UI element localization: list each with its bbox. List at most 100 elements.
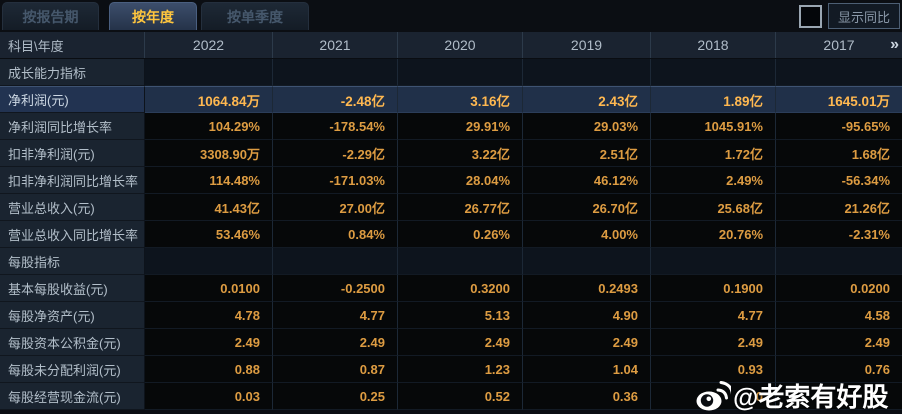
cell-value: 2.49 (651, 329, 776, 356)
cell-value: 114.48% (145, 167, 273, 194)
cell-value: 1.23 (398, 356, 523, 383)
year-header-2021: 2021 (273, 32, 398, 58)
cell-value: 0.25 (273, 383, 398, 410)
table-body: 成长能力指标 净利润(元) 1064.84万 -2.48亿 3.16亿 2.43亿 1.89… (0, 59, 902, 410)
cell-value: 0.52 (398, 383, 523, 410)
cell-value: -171.03% (273, 167, 398, 194)
financial-table: 科目\年度 2022 2021 2020 2019 2018 2017 » 成长… (0, 32, 902, 410)
cell-value: 2.49 (145, 329, 273, 356)
cell-value (651, 248, 776, 275)
show-yoy-label[interactable]: 显示同比 (828, 3, 900, 29)
cell-value: 0.0100 (145, 275, 273, 302)
row-label: 每股经营现金流(元) (0, 383, 145, 410)
cell-value: 0.03 (145, 383, 273, 410)
table-row: 每股未分配利润(元) 0.88 0.87 1.23 1.04 0.93 0.76 (0, 356, 902, 383)
cell-value: 1045.91% (651, 113, 776, 140)
cell-value: 104.29% (145, 113, 273, 140)
cell-value: 20.76% (651, 221, 776, 248)
section-row: 每股指标 (0, 248, 902, 275)
cell-value: -56.34% (776, 167, 902, 194)
cell-value: 4.58 (776, 302, 902, 329)
table-header-row: 科目\年度 2022 2021 2020 2019 2018 2017 » (0, 32, 902, 59)
cell-value: 0.84% (273, 221, 398, 248)
cell-value: 0 (651, 383, 776, 410)
table-row: 净利润同比增长率 104.29% -178.54% 29.91% 29.03% 1045.… (0, 113, 902, 140)
cell-value: 0.76 (776, 356, 902, 383)
table-row: 每股净资产(元) 4.78 4.77 5.13 4.90 4.77 4.58 (0, 302, 902, 329)
table-row: 营业总收入(元) 41.43亿 27.00亿 26.77亿 26.70亿 25.68亿 21… (0, 194, 902, 221)
cell-value: -0.2500 (273, 275, 398, 302)
cell-value: 1.68亿 (776, 140, 902, 167)
row-label: 每股净资产(元) (0, 302, 145, 329)
year-header-2020: 2020 (398, 32, 523, 58)
cell-value: 2.49 (523, 329, 651, 356)
cell-value: -2.29亿 (273, 140, 398, 167)
table-row: 每股经营现金流(元) 0.03 0.25 0.52 0.36 0 (0, 383, 902, 410)
table-row: 净利润(元) 1064.84万 -2.48亿 3.16亿 2.43亿 1.89亿 1645.… (0, 86, 902, 113)
cell-value: 26.77亿 (398, 194, 523, 221)
cell-value: 21.26亿 (776, 194, 902, 221)
cell-value: 0.88 (145, 356, 273, 383)
cell-value: 0.93 (651, 356, 776, 383)
row-label: 扣非净利润(元) (0, 140, 145, 167)
cell-value (398, 59, 523, 86)
cell-value: 4.77 (273, 302, 398, 329)
cell-value: 3.16亿 (398, 86, 523, 113)
cell-value (145, 59, 273, 86)
year-header-2019: 2019 (523, 32, 651, 58)
table-row: 扣非净利润同比增长率 114.48% -171.03% 28.04% 46.12% 2.4… (0, 167, 902, 194)
cell-value: 3.22亿 (398, 140, 523, 167)
show-yoy-checkbox[interactable] (799, 5, 822, 28)
cell-value (523, 59, 651, 86)
tab-by-year[interactable]: 按年度 (109, 2, 197, 30)
cell-value: 1.72亿 (651, 140, 776, 167)
cell-value: 2.43亿 (523, 86, 651, 113)
cell-value: 0.36 (523, 383, 651, 410)
cell-value: 4.78 (145, 302, 273, 329)
row-label: 每股资本公积金(元) (0, 329, 145, 356)
cell-value: -178.54% (273, 113, 398, 140)
row-label: 每股指标 (0, 248, 145, 275)
cell-value: 0.87 (273, 356, 398, 383)
year-header-2017: 2017 » (776, 32, 902, 58)
row-label: 成长能力指标 (0, 59, 145, 86)
cell-value: 29.03% (523, 113, 651, 140)
cell-value: 0.26% (398, 221, 523, 248)
cell-value: 29.91% (398, 113, 523, 140)
cell-value: 26.70亿 (523, 194, 651, 221)
table-row: 基本每股收益(元) 0.0100 -0.2500 0.3200 0.2493 0.1900… (0, 275, 902, 302)
cell-value: 2.49 (776, 329, 902, 356)
cell-value: 2.51亿 (523, 140, 651, 167)
cell-value (273, 248, 398, 275)
row-label: 净利润(元) (0, 86, 145, 113)
cell-value: 0.3200 (398, 275, 523, 302)
cell-value (273, 59, 398, 86)
year-header-2018: 2018 (651, 32, 776, 58)
cell-value: 2.49% (651, 167, 776, 194)
row-label: 净利润同比增长率 (0, 113, 145, 140)
year-header-2022: 2022 (145, 32, 273, 58)
cell-value: -95.65% (776, 113, 902, 140)
table-row: 扣非净利润(元) 3308.90万 -2.29亿 3.22亿 2.51亿 1.72亿 1.6… (0, 140, 902, 167)
cell-value (776, 383, 902, 410)
row-label: 基本每股收益(元) (0, 275, 145, 302)
cell-value: 25.68亿 (651, 194, 776, 221)
cell-value (776, 248, 902, 275)
table-row: 营业总收入同比增长率 53.46% 0.84% 0.26% 4.00% 20.76% -2.… (0, 221, 902, 248)
tab-by-single-quarter[interactable]: 按单季度 (201, 2, 309, 30)
cell-value: 2.49 (398, 329, 523, 356)
cell-value: 53.46% (145, 221, 273, 248)
more-columns-icon[interactable]: » (890, 36, 899, 53)
cell-value: 3308.90万 (145, 140, 273, 167)
table-row: 每股资本公积金(元) 2.49 2.49 2.49 2.49 2.49 2.49 (0, 329, 902, 356)
row-label: 营业总收入同比增长率 (0, 221, 145, 248)
cell-value: 28.04% (398, 167, 523, 194)
cell-value: 1064.84万 (145, 86, 273, 113)
cell-value: 2.49 (273, 329, 398, 356)
row-label: 每股未分配利润(元) (0, 356, 145, 383)
cell-value: 27.00亿 (273, 194, 398, 221)
tab-by-report-period[interactable]: 按报告期 (2, 2, 99, 30)
cell-value (523, 248, 651, 275)
cell-value (145, 248, 273, 275)
cell-value: -2.31% (776, 221, 902, 248)
